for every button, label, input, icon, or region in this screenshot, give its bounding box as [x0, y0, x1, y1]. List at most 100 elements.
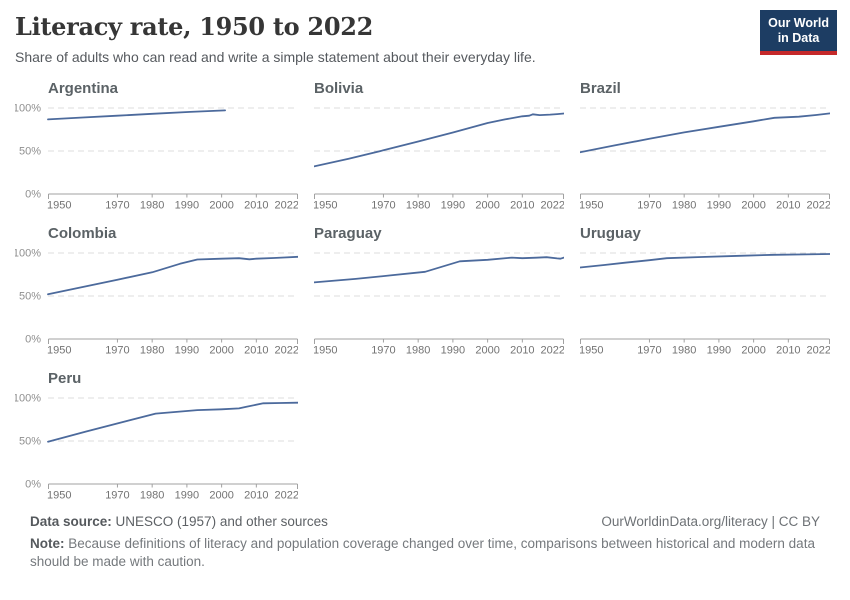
- data-line: [47, 109, 227, 121]
- x-tick-label: 1990: [175, 199, 199, 211]
- x-tick-label: 2000: [741, 199, 765, 211]
- chart-title-peru: Peru: [48, 369, 82, 387]
- x-tick-label: 1980: [140, 199, 164, 211]
- chart-panel-colombia: Colombia 1950 1970 1980 1990 2000 2010 2022 0% 50…: [15, 225, 298, 357]
- chart-panel-peru: Peru 1950 1970 1980 1990 2000 2010 2022 0% 50% 100…: [15, 370, 298, 502]
- y-tick-label: 100%: [15, 247, 41, 259]
- data-source-label: Data source:: [30, 513, 112, 529]
- x-tick-label: 2010: [244, 489, 268, 501]
- chart-panel-brazil: Brazil 1950 1970 1980 1990 2000 2010 2022: [580, 80, 830, 212]
- x-tick-label: 1950: [580, 199, 603, 211]
- x-tick-label: 2022: [275, 489, 298, 501]
- x-tick-label: 1990: [707, 199, 731, 211]
- x-tick-label: 1970: [105, 489, 129, 501]
- x-tick-label: 1990: [441, 199, 465, 211]
- facet-grid: Argentina 1950 1970 1980 1990 2000 2010 2022 0% 5…: [15, 80, 835, 502]
- line-chart-colombia[interactable]: 1950 1970 1980 1990 2000 2010 2022 0% 50% 100%: [15, 245, 298, 357]
- chart-footer: Data source: UNESCO (1957) and other sou…: [30, 514, 820, 571]
- owid-logo-line1: Our World: [768, 16, 829, 30]
- chart-page: Literacy rate, 1950 to 2022 Share of adu…: [15, 10, 837, 571]
- source-row: Data source: UNESCO (1957) and other sou…: [30, 514, 820, 529]
- x-tick-label: 2010: [244, 199, 268, 211]
- x-tick-label: 2022: [541, 344, 564, 356]
- x-tick-label: 2010: [776, 344, 800, 356]
- line-chart-peru[interactable]: 1950 1970 1980 1990 2000 2010 2022 0% 50% 100%: [15, 390, 298, 502]
- x-tick-label: 1980: [406, 344, 430, 356]
- y-tick-label: 50%: [19, 290, 41, 302]
- x-tick-label: 1970: [637, 344, 661, 356]
- x-tick-label: 2000: [209, 489, 233, 501]
- page-title: Literacy rate, 1950 to 2022: [15, 12, 374, 41]
- x-tick-label: 2000: [209, 344, 233, 356]
- chart-title-brazil: Brazil: [580, 79, 621, 97]
- x-tick-label: 1970: [105, 344, 129, 356]
- x-tick-label: 1950: [314, 344, 337, 356]
- chart-title-paraguay: Paraguay: [314, 224, 382, 242]
- data-line: [47, 255, 298, 295]
- y-tick-label: 0%: [25, 333, 41, 345]
- x-tick-label: 1990: [175, 489, 199, 501]
- x-tick-label: 1980: [140, 344, 164, 356]
- x-tick-label: 1950: [47, 344, 71, 356]
- data-source-text: Data source: UNESCO (1957) and other sou…: [30, 514, 328, 529]
- x-tick-label: 1970: [371, 199, 395, 211]
- y-tick-label: 0%: [25, 478, 41, 490]
- note-text: Note: Because definitions of literacy an…: [30, 535, 820, 571]
- x-tick-label: 2022: [275, 199, 298, 211]
- y-tick-label: 50%: [19, 435, 41, 447]
- owid-logo[interactable]: Our World in Data: [760, 10, 837, 55]
- note-value: Because definitions of literacy and popu…: [30, 535, 815, 570]
- x-tick-label: 2010: [244, 344, 268, 356]
- x-tick-label: 1980: [672, 199, 696, 211]
- x-tick-label: 2022: [275, 344, 298, 356]
- x-tick-label: 1950: [47, 199, 71, 211]
- x-tick-label: 1990: [441, 344, 465, 356]
- data-line: [580, 112, 830, 153]
- chart-panel-argentina: Argentina 1950 1970 1980 1990 2000 2010 2022 0% 5…: [15, 80, 298, 212]
- data-source-value: UNESCO (1957) and other sources: [111, 513, 328, 529]
- line-chart-uruguay[interactable]: 1950 1970 1980 1990 2000 2010 2022: [580, 245, 830, 357]
- line-chart-paraguay[interactable]: 1950 1970 1980 1990 2000 2010 2022: [314, 245, 564, 357]
- x-tick-label: 2000: [741, 344, 765, 356]
- data-line: [580, 252, 830, 269]
- x-tick-label: 2000: [209, 199, 233, 211]
- chart-title-colombia: Colombia: [48, 224, 117, 242]
- x-tick-label: 1980: [672, 344, 696, 356]
- x-tick-label: 2000: [475, 344, 499, 356]
- data-line: [47, 401, 298, 443]
- y-tick-label: 0%: [25, 188, 41, 200]
- data-line: [314, 112, 564, 168]
- data-line: [314, 256, 564, 284]
- x-tick-label: 2022: [541, 199, 564, 211]
- y-tick-label: 100%: [15, 102, 41, 114]
- chart-panel-uruguay: Uruguay 1950 1970 1980 1990 2000 2010 2022: [580, 225, 830, 357]
- page-subtitle: Share of adults who can read and write a…: [15, 48, 536, 65]
- chart-title-bolivia: Bolivia: [314, 79, 364, 97]
- x-tick-label: 1980: [406, 199, 430, 211]
- x-tick-label: 1950: [47, 489, 71, 501]
- x-tick-label: 2010: [510, 199, 534, 211]
- chart-title-argentina: Argentina: [48, 79, 119, 97]
- y-tick-label: 50%: [19, 145, 41, 157]
- x-tick-label: 2022: [807, 344, 830, 356]
- owid-logo-line2: in Data: [777, 31, 820, 45]
- x-tick-label: 1990: [707, 344, 731, 356]
- x-tick-label: 1970: [105, 199, 129, 211]
- x-tick-label: 2000: [475, 199, 499, 211]
- owid-url-link[interactable]: OurWorldinData.org/literacy | CC BY: [601, 513, 820, 529]
- x-tick-label: 2022: [807, 199, 830, 211]
- line-chart-argentina[interactable]: 1950 1970 1980 1990 2000 2010 2022 0% 50% 100%: [15, 100, 298, 212]
- line-chart-brazil[interactable]: 1950 1970 1980 1990 2000 2010 2022: [580, 100, 830, 212]
- x-tick-label: 1980: [140, 489, 164, 501]
- x-tick-label: 1950: [580, 344, 603, 356]
- y-tick-label: 100%: [15, 392, 41, 404]
- x-tick-label: 1990: [175, 344, 199, 356]
- x-tick-label: 1970: [637, 199, 661, 211]
- x-tick-label: 1970: [371, 344, 395, 356]
- chart-title-uruguay: Uruguay: [580, 224, 641, 242]
- note-label: Note:: [30, 535, 65, 551]
- x-tick-label: 2010: [510, 344, 534, 356]
- chart-panel-bolivia: Bolivia 1950 1970 1980 1990 2000 2010 2022: [314, 80, 564, 212]
- line-chart-bolivia[interactable]: 1950 1970 1980 1990 2000 2010 2022: [314, 100, 564, 212]
- x-tick-label: 2010: [776, 199, 800, 211]
